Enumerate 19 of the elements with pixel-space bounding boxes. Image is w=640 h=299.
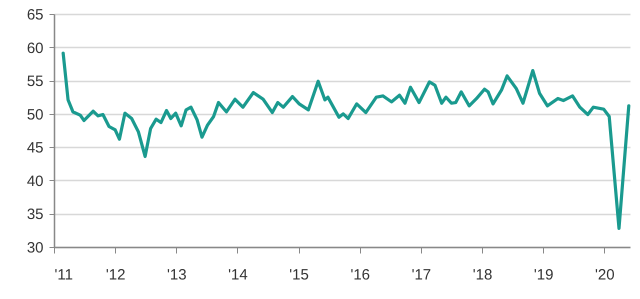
x-tick-label: '19 <box>534 266 554 284</box>
y-tick-label: 55 <box>26 73 44 90</box>
y-tick-label: 40 <box>26 172 44 190</box>
x-tick-label: '13 <box>167 266 187 284</box>
y-tick-label: 30 <box>26 240 44 256</box>
y-tick-label: 35 <box>26 206 44 224</box>
x-tick-label: '20 <box>595 266 615 284</box>
y-tick-label: 60 <box>26 40 44 57</box>
x-tick-label: '16 <box>350 266 370 284</box>
x-tick-label: '17 <box>412 266 432 284</box>
line-series <box>62 52 630 230</box>
y-tick-label: 45 <box>26 140 44 157</box>
x-tick-label: '11 <box>54 266 73 284</box>
y-tick-label: 50 <box>26 106 44 124</box>
x-tick-label: '15 <box>289 266 309 284</box>
y-tick-label: 65 <box>26 6 44 24</box>
x-tick-label: '18 <box>472 266 492 284</box>
x-tick-label: '14 <box>228 266 248 284</box>
x-tick-label: '12 <box>106 266 126 284</box>
